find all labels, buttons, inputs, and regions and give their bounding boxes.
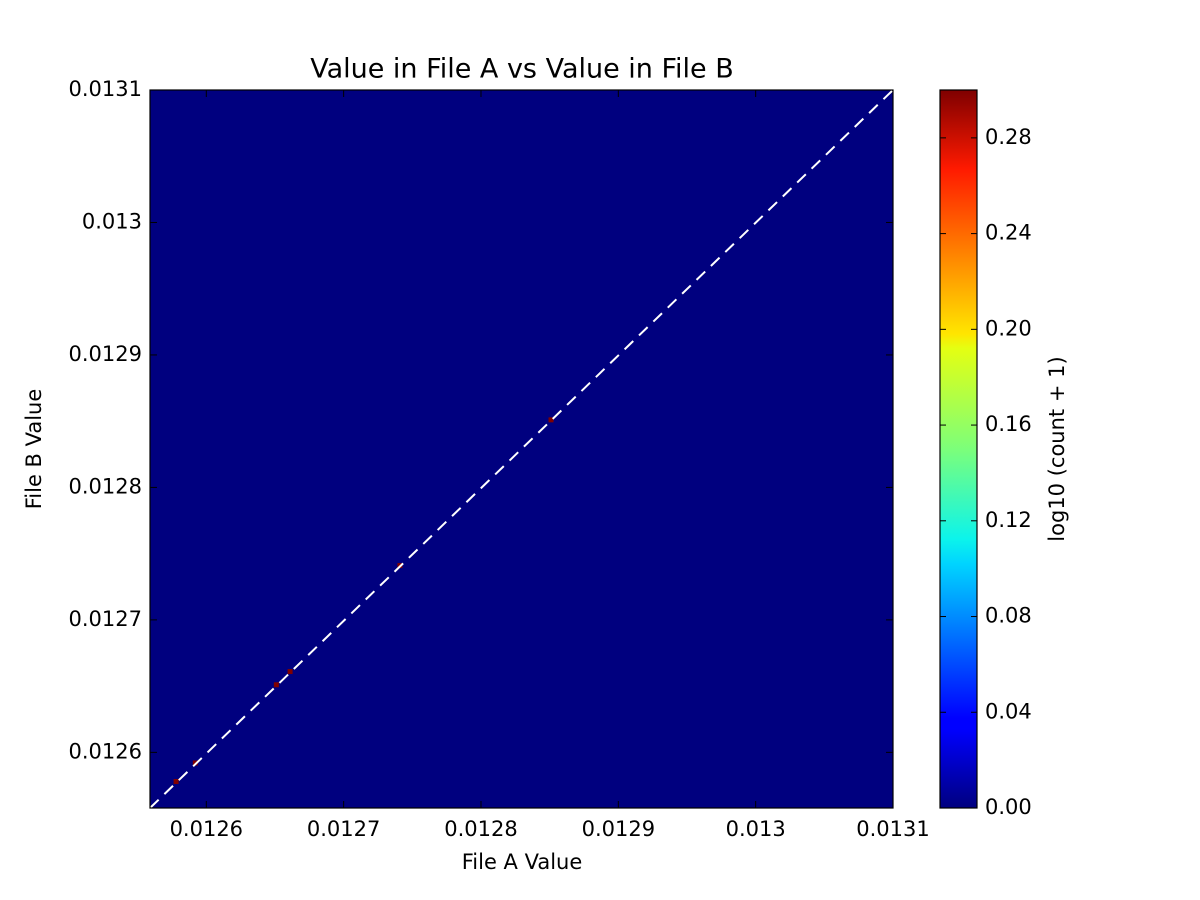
colorbar — [939, 89, 978, 809]
colorbar-tick-label: 0.00 — [985, 795, 1032, 819]
y-tick-label: 0.0127 — [69, 607, 142, 631]
x-tick-label: 0.0126 — [170, 817, 243, 841]
x-tick-label: 0.0127 — [307, 817, 380, 841]
colorbar-tick-label: 0.24 — [985, 221, 1032, 245]
y-tick-label: 0.013 — [82, 209, 142, 233]
x-tick-label: 0.013 — [726, 817, 786, 841]
histogram-cell — [273, 682, 279, 688]
y-tick-label: 0.0131 — [69, 77, 142, 101]
x-tick-label: 0.0129 — [582, 817, 655, 841]
chart-title: Value in File A vs Value in File B — [310, 54, 734, 85]
colorbar-label: log10 (count + 1) — [1045, 356, 1069, 541]
colorbar-tick-label: 0.20 — [985, 316, 1032, 340]
y-tick-label: 0.0129 — [69, 342, 142, 366]
colorbar-tick-label: 0.16 — [985, 412, 1032, 436]
y-axis-label: File B Value — [22, 389, 46, 510]
colorbar-tick-label: 0.04 — [985, 699, 1032, 723]
histogram-cell — [548, 417, 554, 423]
x-axis-label: File A Value — [462, 850, 583, 874]
plot-frame — [149, 89, 894, 809]
x-tick-label: 0.0131 — [856, 817, 929, 841]
identity-line — [149, 89, 894, 809]
colorbar-tick-label: 0.08 — [985, 604, 1032, 628]
x-tick-label: 0.0128 — [444, 817, 517, 841]
colorbar-tick-label: 0.12 — [985, 508, 1032, 532]
y-tick-label: 0.0128 — [69, 474, 142, 498]
histogram-cell — [173, 779, 179, 785]
histogram-cell — [287, 669, 293, 675]
colorbar-tick-label: 0.28 — [985, 125, 1032, 149]
y-tick-label: 0.0126 — [69, 739, 142, 763]
